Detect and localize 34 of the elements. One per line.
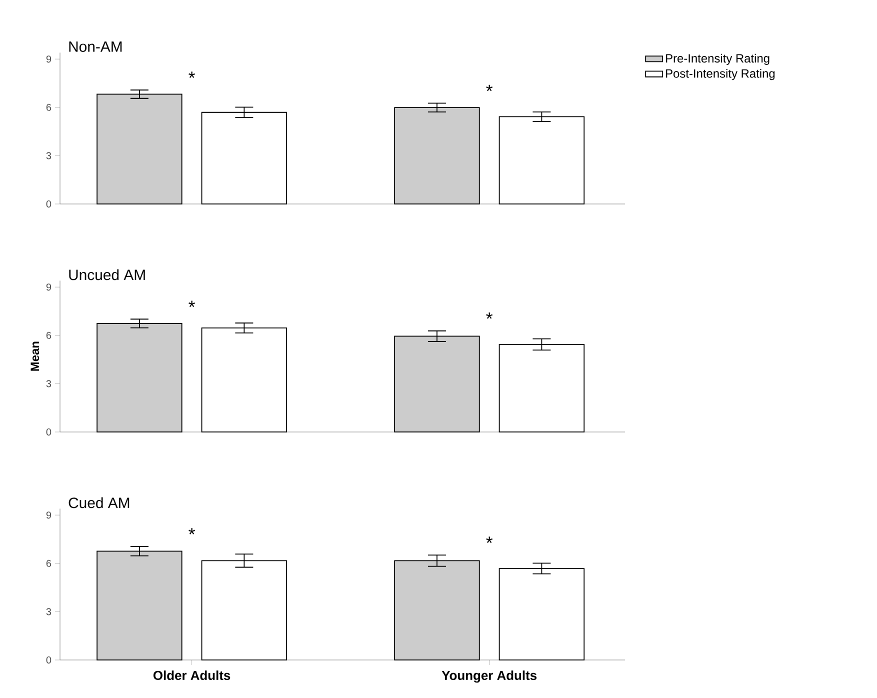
y-tick-label: 9 [46,512,52,519]
y-tick-label: 9 [46,284,52,291]
bar [96,323,182,432]
chart-title: Non-AM [69,41,122,52]
y-tick-label: 6 [46,104,52,111]
annotation: * [486,312,493,319]
bar [96,550,182,660]
y-tick-label: 9 [46,56,52,63]
annotation: * [486,536,493,543]
chart-title: Cued AM [68,497,130,508]
bar [201,328,288,432]
y-tick-label: 0 [46,656,52,664]
annotation: * [188,528,196,534]
chart-title: Uncued AM [69,269,145,280]
y-tick-label: 6 [46,332,52,339]
bar [498,116,585,204]
y-tick-label: 3 [46,608,52,616]
y-tick-label: 0 [46,200,52,208]
y-tick-label: 6 [46,560,52,567]
annotation: * [188,300,196,308]
legend-label: Pre-Intensity Rating [666,54,770,65]
y-axis-title: Mean [30,342,40,371]
bar [394,107,480,204]
annotation: * [486,84,493,92]
y-tick-label: 3 [46,152,52,160]
y-tick-label: 3 [46,380,52,388]
bar [96,94,182,204]
x-tick-label: Younger Adults [442,670,537,683]
x-tick-label: Older Adults [153,670,230,680]
bar [201,112,288,204]
annotation: * [188,72,196,78]
bar [394,336,480,432]
y-tick-label: 0 [46,428,52,436]
legend-label: Post-Intensity Rating [666,68,775,80]
